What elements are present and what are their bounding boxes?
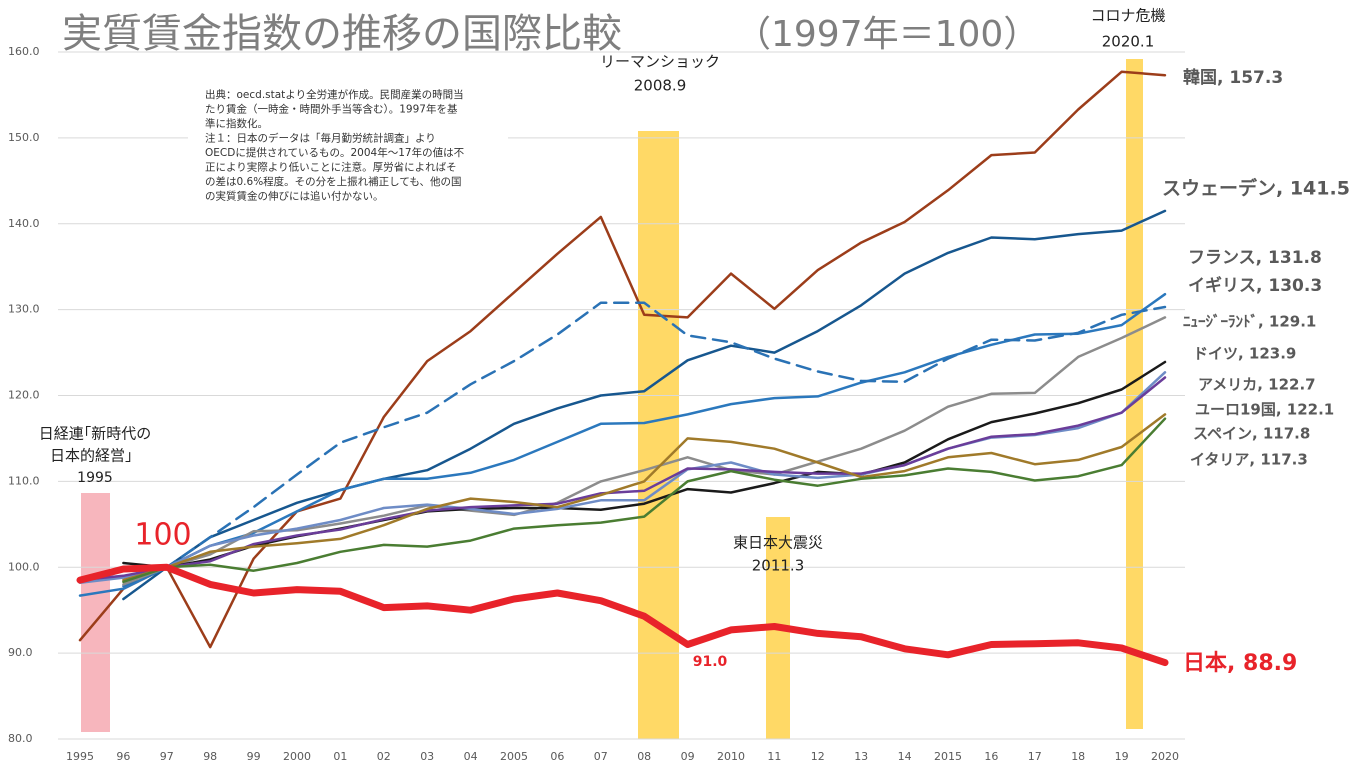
series-label: ユーロ19国, 122.1 — [1195, 401, 1334, 419]
grid — [58, 51, 1185, 740]
annotation: 100 — [134, 518, 191, 553]
y-tick-label: 140.0 — [8, 217, 40, 230]
x-tick-label: 1995 — [66, 750, 94, 763]
x-tick-label: 12 — [811, 750, 825, 763]
series-line — [122, 209, 1167, 601]
annotation: 91.0 — [693, 654, 728, 670]
x-tick-label: 2020 — [1151, 750, 1179, 763]
note-line: 準に指数化。 — [205, 117, 268, 130]
x-tick-label: 2015 — [934, 750, 962, 763]
x-tick-label: 13 — [854, 750, 868, 763]
annotation: 日経連｢新時代の — [39, 425, 152, 443]
series-line — [76, 563, 1169, 667]
annotation: コロナ危機 — [1090, 7, 1165, 25]
y-tick-label: 110.0 — [8, 474, 40, 487]
x-tick-label: 06 — [550, 750, 564, 763]
y-tick-label: 130.0 — [8, 303, 40, 316]
series-line — [78, 70, 1167, 649]
x-tick-label: 99 — [247, 750, 261, 763]
note-bg — [188, 85, 508, 220]
x-tick-label: 02 — [377, 750, 391, 763]
y-tick-label: 150.0 — [8, 131, 40, 144]
x-tick-label: 2005 — [500, 750, 528, 763]
note-line: 正により実際より低いことに注意。厚労省によればそ — [205, 161, 457, 174]
series-label: フランス, 131.8 — [1188, 248, 1322, 268]
series-line — [78, 371, 1167, 584]
x-tick-label: 07 — [594, 750, 608, 763]
series-label: ﾆｭｰｼﾞｰﾗﾝﾄﾞ, 129.1 — [1183, 313, 1316, 331]
x-tick-label: 09 — [681, 750, 695, 763]
series-line — [78, 376, 1167, 582]
series-label: アメリカ, 122.7 — [1198, 376, 1316, 394]
x-tick-label: 03 — [420, 750, 434, 763]
highlight-2008 — [638, 131, 679, 739]
x-tick-label: 11 — [767, 750, 781, 763]
x-tick-label: 19 — [1115, 750, 1129, 763]
series-label: イタリア, 117.3 — [1190, 451, 1308, 469]
series-label: 韓国, 157.3 — [1183, 67, 1283, 88]
note-line: の実質賃金の伸びには追い付かない。 — [205, 190, 384, 203]
annotation-date: 1995 — [77, 470, 113, 486]
annotation: リーマンショック — [600, 53, 720, 71]
y-tick-label: 160.0 — [8, 45, 40, 58]
series-label: イギリス, 130.3 — [1188, 276, 1322, 296]
x-tick-label: 98 — [203, 750, 217, 763]
x-tick-label: 2000 — [283, 750, 311, 763]
series-line — [122, 417, 1167, 584]
y-tick-label: 80.0 — [8, 732, 33, 745]
annotation-date: 2011.3 — [752, 557, 805, 575]
x-tick-label: 96 — [116, 750, 130, 763]
note-line: OECDに提供されているもの。2004年～17年の値は不 — [205, 146, 465, 159]
note-line: たり賃金（一時金・時間外手当等含む）。1997年を基 — [205, 103, 458, 116]
y-tick-label: 120.0 — [8, 389, 40, 402]
y-tick-label: 100.0 — [8, 560, 40, 573]
y-tick-label: 90.0 — [8, 646, 33, 659]
x-tick-label: 16 — [984, 750, 998, 763]
series-label: 日本, 88.9 — [1183, 651, 1297, 676]
x-tick-label: 08 — [637, 750, 651, 763]
x-tick-label: 04 — [464, 750, 478, 763]
x-tick-label: 97 — [160, 750, 174, 763]
annotation-date: 2020.1 — [1102, 33, 1155, 51]
x-tick-label: 01 — [333, 750, 347, 763]
series-line — [122, 301, 1167, 588]
x-tick-label: 17 — [1028, 750, 1042, 763]
highlight-1995 — [81, 493, 110, 732]
note-line: 注１：日本のデータは「毎月勤労統計調査」より — [205, 132, 436, 145]
annotation: 東日本大震災 — [733, 534, 823, 552]
annotation: 日本的経営」 — [50, 447, 140, 465]
series-line — [122, 316, 1167, 586]
note-line: の差は0.6%程度。その分を上振れ補正しても、他の国 — [205, 175, 462, 188]
chart-subtitle: （1997年＝100） — [735, 14, 1039, 55]
chart-title: 実質賃金指数の推移の国際比較 — [62, 11, 622, 57]
series-label: スペイン, 117.8 — [1193, 425, 1310, 443]
series-line — [78, 292, 1167, 597]
series-line — [122, 413, 1167, 582]
note-line: 出典：oecd.statより全労連が作成。民間産業の時間当 — [205, 88, 464, 101]
x-tick-label: 2010 — [717, 750, 745, 763]
series-label: スウェーデン, 141.5 — [1162, 177, 1350, 200]
series-label: ドイツ, 123.9 — [1193, 345, 1296, 363]
x-tick-label: 18 — [1071, 750, 1085, 763]
annotation-date: 2008.9 — [634, 77, 687, 95]
x-tick-label: 14 — [898, 750, 912, 763]
